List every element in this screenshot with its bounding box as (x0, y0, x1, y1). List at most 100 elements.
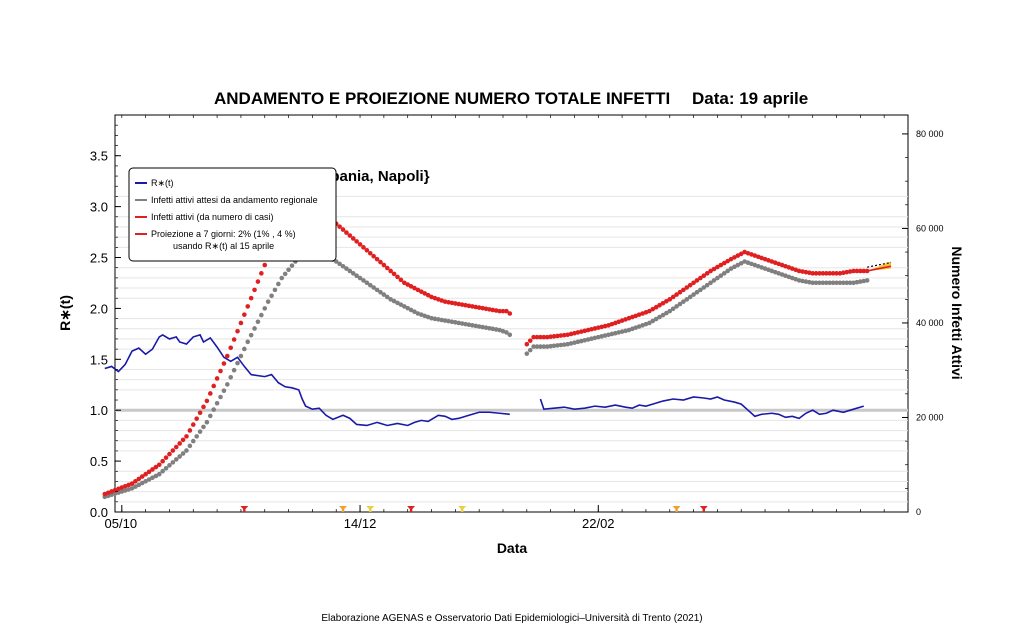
data-point (252, 326, 257, 331)
data-point (160, 458, 165, 464)
data-point (197, 410, 203, 416)
data-point (660, 300, 666, 306)
left-tick-label: 1.0 (90, 403, 108, 418)
data-point (231, 337, 237, 342)
data-point (851, 268, 856, 274)
data-point (561, 332, 567, 338)
data-point (647, 320, 652, 326)
data-point (228, 345, 234, 351)
r-line-segment (539, 396, 864, 420)
legend-label-projection-2: usando R∗(t) al 15 aprile (173, 241, 274, 251)
data-point (190, 422, 196, 427)
data-point (483, 306, 489, 312)
data-point (153, 464, 159, 470)
data-point (561, 342, 567, 347)
data-point (493, 308, 499, 313)
data-point (732, 264, 737, 270)
data-point (708, 280, 713, 286)
data-point (398, 302, 404, 307)
data-point (453, 301, 458, 306)
legend-label-r: R∗(t) (151, 178, 174, 188)
data-point (197, 429, 203, 434)
legend-label-expected: Infetti attivi attesi da andamento regio… (151, 195, 318, 205)
data-point (170, 460, 176, 465)
data-point (708, 268, 713, 274)
data-point (453, 320, 458, 325)
data-point (391, 298, 397, 304)
data-point (667, 308, 673, 314)
data-point (163, 455, 169, 460)
left-tick-label: 3.5 (90, 149, 108, 164)
event-marker (699, 506, 708, 512)
data-point (531, 334, 536, 340)
data-point (650, 306, 656, 312)
data-point (504, 330, 509, 335)
data-point (184, 448, 189, 453)
data-point (711, 278, 717, 283)
data-point (531, 344, 536, 349)
data-point (551, 334, 557, 339)
data-point (487, 325, 492, 331)
data-point (255, 279, 261, 284)
data-point (354, 273, 359, 278)
data-point (490, 307, 496, 313)
x-axis-label: Data (497, 540, 528, 556)
data-point (470, 304, 475, 309)
left-tick-label: 0.5 (90, 454, 108, 469)
data-point (221, 361, 227, 366)
data-point (401, 280, 407, 286)
data-point (653, 304, 659, 310)
x-axis-ticks: 05/10 14/12 22/02 (105, 115, 885, 531)
data-point (436, 317, 441, 322)
data-point (844, 280, 850, 286)
right-tick-label: 80 000 (916, 129, 944, 139)
data-point (664, 310, 669, 316)
data-point (405, 305, 410, 311)
data-point (698, 287, 703, 293)
data-point (738, 251, 744, 257)
data-point (340, 227, 346, 232)
data-point (201, 404, 206, 410)
data-point (347, 268, 353, 274)
data-point (800, 269, 805, 274)
data-point (289, 263, 295, 268)
data-point (235, 328, 240, 334)
data-point (378, 259, 383, 265)
data-point (211, 383, 216, 389)
data-point (180, 451, 186, 456)
data-point (810, 280, 816, 286)
data-point (139, 474, 145, 479)
data-point (847, 269, 853, 274)
data-point (381, 292, 387, 297)
right-tick-label: 20 000 (916, 412, 944, 422)
data-point (156, 462, 162, 468)
data-point (136, 482, 142, 488)
data-point (218, 368, 223, 374)
data-point (235, 360, 240, 366)
data-point (214, 376, 220, 381)
data-point (228, 375, 234, 380)
data-point (388, 268, 393, 274)
data-point (830, 280, 836, 286)
data-point (861, 278, 867, 284)
data-point (694, 278, 700, 283)
data-point (677, 301, 683, 307)
data-point (187, 443, 193, 449)
data-point (204, 419, 210, 425)
plot-frame (114, 114, 909, 513)
data-point (143, 471, 148, 477)
data-point (803, 269, 809, 275)
data-point (395, 300, 400, 306)
data-point (408, 307, 414, 313)
data-point (841, 270, 846, 276)
data-point (177, 441, 182, 446)
data-point (681, 287, 686, 293)
data-point (449, 319, 455, 325)
data-point (170, 448, 176, 453)
data-point (194, 416, 199, 421)
data-point (507, 332, 513, 338)
data-point (347, 233, 353, 238)
data-point (861, 268, 867, 274)
data-point (442, 318, 448, 323)
data-point (538, 344, 543, 349)
